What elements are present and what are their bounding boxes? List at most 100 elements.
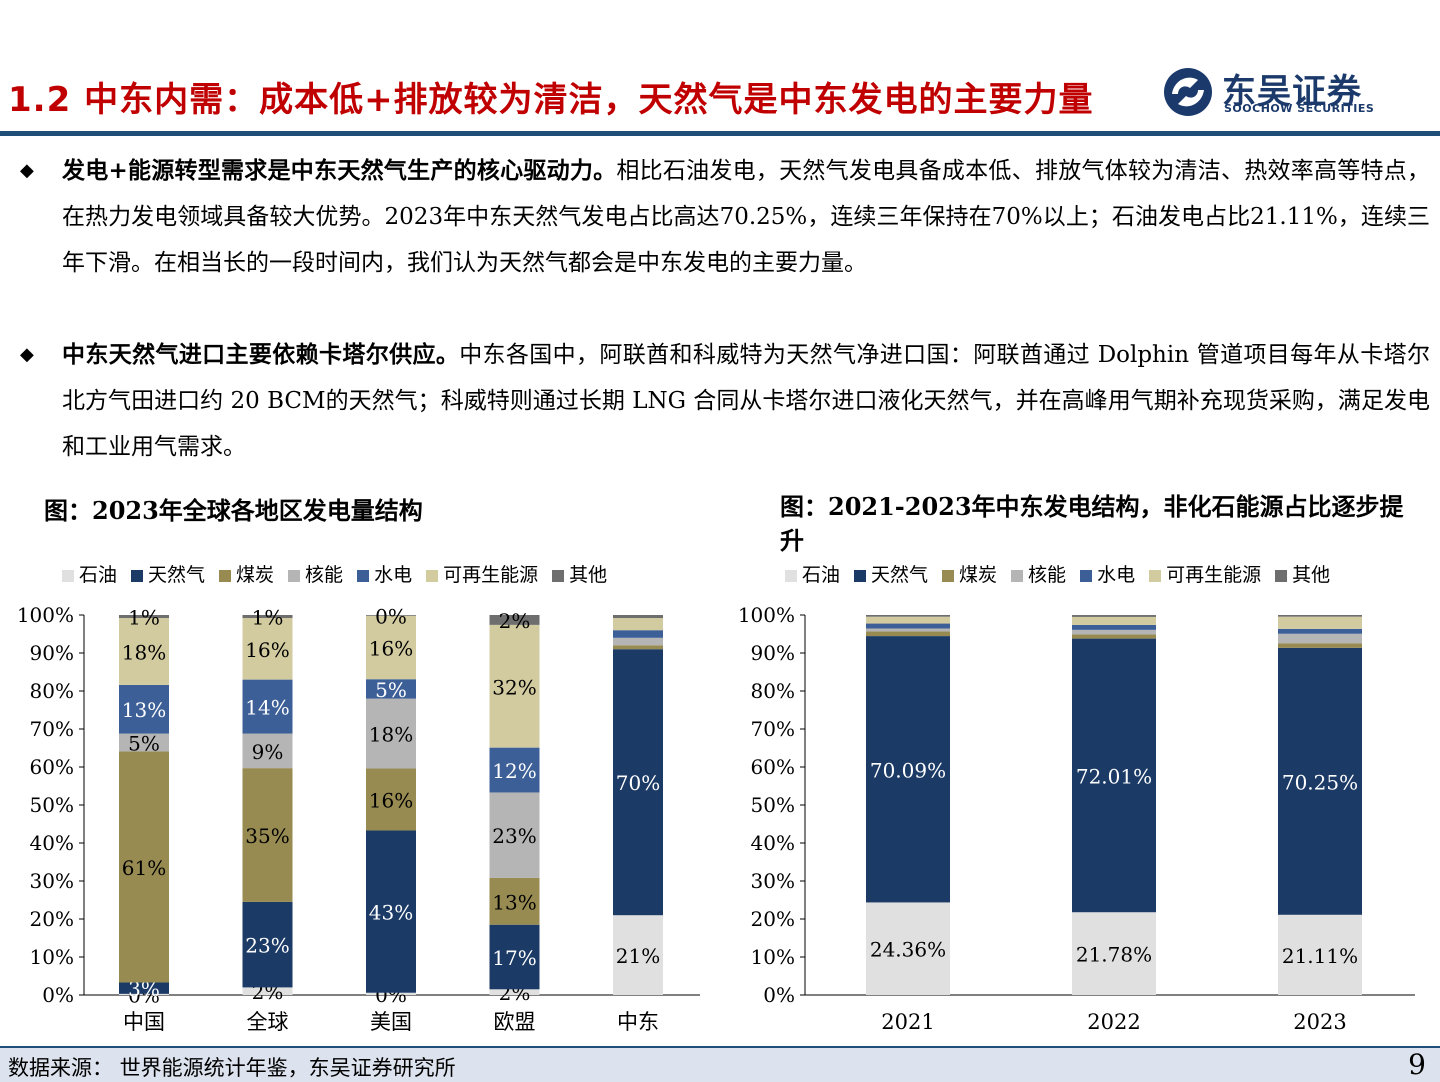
logo-subtitle: SOOCHOW SECURITIES	[1224, 102, 1375, 115]
data-label: 72.01%	[1076, 764, 1152, 788]
legend-swatch	[62, 569, 74, 582]
bar-segment	[489, 924, 540, 990]
y-tick-label: 20%	[751, 907, 795, 931]
data-label: 23%	[492, 824, 536, 848]
bar-segment	[242, 901, 293, 988]
x-tick-label: 全球	[247, 1010, 289, 1034]
y-tick-label: 100%	[17, 603, 74, 627]
legend-item: 可再生能源	[1149, 560, 1261, 587]
data-label: 13%	[492, 890, 536, 914]
y-tick-label: 50%	[30, 793, 74, 817]
bar-segment	[866, 616, 950, 624]
page-footer: 数据来源： 世界能源统计年鉴，东吴证券研究所 9	[0, 1046, 1440, 1082]
x-tick-label: 中东	[617, 1010, 659, 1034]
bullet-lead: 中东天然气进口主要依赖卡塔尔供应。	[62, 342, 460, 368]
data-label: 13%	[122, 698, 166, 722]
bar-segment	[366, 679, 416, 699]
bar-segment	[866, 628, 950, 632]
data-label: 14%	[245, 696, 289, 720]
bar-segment	[866, 631, 950, 637]
bar-segment	[1278, 643, 1362, 648]
data-label: 9%	[252, 740, 284, 764]
chart-legend: 石油 天然气 煤炭 核能 水电 可再生能源 其他	[62, 560, 621, 587]
legend-item: 石油	[62, 560, 117, 587]
y-tick-label: 0%	[42, 983, 74, 1007]
bullet-paragraph: ◆ 发电+能源转型需求是中东天然气生产的核心驱动力。相比石油发电，天然气发电具备…	[20, 148, 1430, 286]
legend-label: 石油	[802, 564, 841, 586]
bar-segment	[613, 645, 663, 650]
legend-item: 核能	[288, 560, 343, 587]
legend-swatch	[1149, 569, 1162, 582]
diamond-bullet-icon: ◆	[20, 160, 34, 181]
bar-segment	[1072, 638, 1156, 913]
data-label: 32%	[492, 675, 536, 699]
bar-segment	[613, 615, 663, 619]
y-tick-label: 70%	[30, 717, 74, 741]
data-label: 18%	[369, 723, 413, 747]
logo-name: 东吴证券	[1222, 72, 1362, 112]
bar-segment	[489, 624, 540, 748]
bar-segment	[1072, 624, 1156, 630]
legend-item: 核能	[1011, 560, 1066, 587]
legend-swatch	[288, 569, 301, 582]
y-tick-label: 90%	[30, 641, 74, 665]
data-label: 5%	[375, 678, 407, 702]
bar-segment	[866, 615, 950, 617]
bar-segment	[1278, 647, 1362, 915]
bar-segment	[1072, 629, 1156, 635]
legend-label: 水电	[374, 564, 413, 586]
y-tick-label: 70%	[751, 717, 795, 741]
data-label: 16%	[245, 638, 289, 662]
legend-label: 其他	[569, 564, 608, 586]
data-label: 16%	[369, 636, 413, 660]
data-label: 35%	[245, 824, 289, 848]
legend-item: 其他	[552, 560, 607, 587]
data-label: 2%	[499, 609, 531, 633]
data-label: 21.11%	[1282, 944, 1358, 968]
y-tick-label: 40%	[751, 831, 795, 855]
x-tick-label: 欧盟	[494, 1010, 536, 1034]
bar-segment	[1072, 912, 1156, 995]
legend-swatch	[942, 569, 955, 582]
bar-segment	[366, 992, 416, 995]
bar-segment	[119, 993, 169, 995]
bar-segment	[489, 877, 540, 925]
y-tick-label: 30%	[751, 869, 795, 893]
legend-swatch	[357, 569, 370, 582]
bar-segment	[119, 751, 169, 983]
y-tick-label: 60%	[30, 755, 74, 779]
regional-generation-chart: 0%10%20%30%40%50%60%70%80%90%100%0%3%61%…	[17, 603, 700, 1034]
bar-segment	[366, 698, 416, 769]
legend-label: 天然气	[148, 564, 206, 586]
y-tick-label: 80%	[751, 679, 795, 703]
bar-segment	[242, 768, 293, 902]
bar-segment	[613, 915, 663, 995]
data-label: 1%	[128, 606, 160, 630]
bar-segment	[1278, 628, 1362, 634]
chart-title: 图：2023年全球各地区发电量结构	[44, 496, 423, 525]
y-tick-label: 10%	[30, 945, 74, 969]
legend-swatch	[131, 569, 144, 582]
bar-segment	[613, 630, 663, 638]
bar-segment	[1278, 633, 1362, 644]
legend-swatch	[219, 569, 232, 582]
bullet-lead: 发电+能源转型需求是中东天然气生产的核心驱动力。	[62, 158, 617, 184]
data-label: 12%	[492, 759, 536, 783]
bar-segment	[119, 733, 169, 752]
legend-label: 核能	[1028, 564, 1067, 586]
legend-swatch	[854, 569, 867, 582]
bar-segment	[119, 618, 169, 685]
data-label: 70%	[616, 771, 660, 795]
company-logo: 东吴证券 SOOCHOW SECURITIES	[1160, 64, 1420, 120]
y-tick-label: 60%	[751, 755, 795, 779]
legend-label: 可再生能源	[1166, 564, 1262, 586]
chart-legend: 石油 天然气 煤炭 核能 水电 可再生能源 其他	[785, 560, 1344, 587]
bar-segment	[489, 615, 540, 625]
x-tick-label: 2021	[881, 1010, 934, 1034]
bar-segment	[242, 679, 293, 734]
data-label: 21%	[616, 944, 660, 968]
legend-swatch	[1011, 569, 1024, 582]
bar-segment	[366, 615, 416, 680]
legend-label: 水电	[1097, 564, 1136, 586]
bar-segment	[1072, 615, 1156, 617]
